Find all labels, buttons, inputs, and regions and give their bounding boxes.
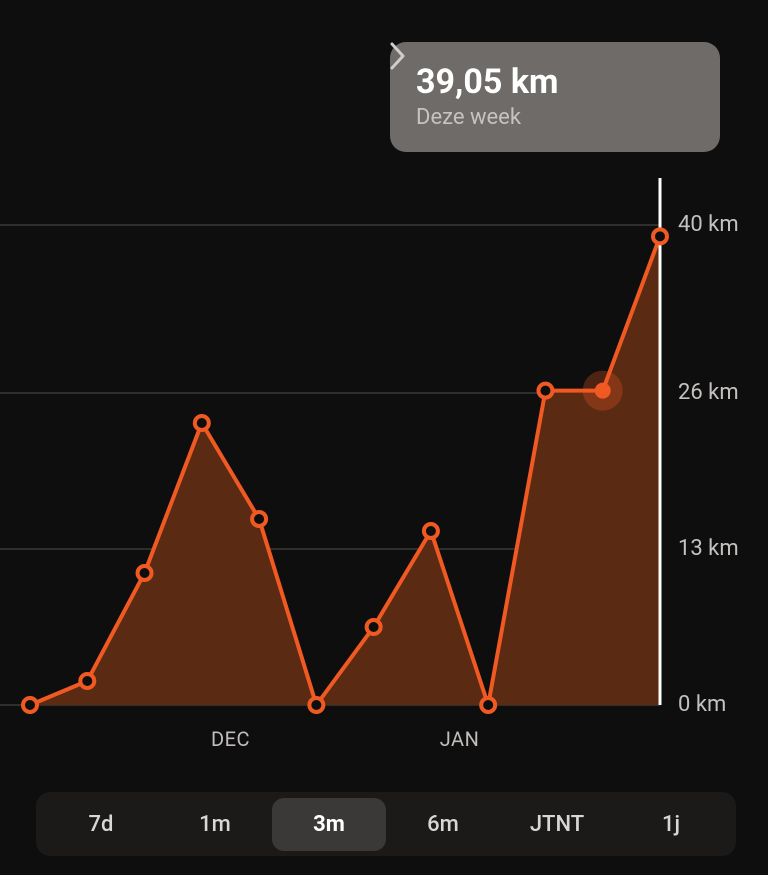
range-button-1m[interactable]: 1m xyxy=(158,798,272,851)
range-button-3m[interactable]: 3m xyxy=(272,798,386,851)
y-tick-label: 0 km xyxy=(678,692,726,717)
x-month-label: JAN xyxy=(440,727,480,751)
y-tick-label: 26 km xyxy=(678,380,739,405)
distance-chart-panel: 39,05 km Deze week 0 km 13 km 26 km 40 km D… xyxy=(0,0,768,875)
tooltip-text: 39,05 km Deze week xyxy=(416,64,674,130)
range-button-jtnt[interactable]: JTNT xyxy=(500,798,614,851)
y-tick-label: 13 km xyxy=(678,536,739,561)
range-button-1j[interactable]: 1j xyxy=(614,798,728,851)
range-button-7d[interactable]: 7d xyxy=(44,798,158,851)
range-button-6m[interactable]: 6m xyxy=(386,798,500,851)
tooltip-value: 39,05 km xyxy=(416,64,674,101)
tooltip-subtitle: Deze week xyxy=(416,105,674,130)
x-month-label: DEC xyxy=(211,727,250,751)
y-tick-label: 40 km xyxy=(678,212,739,237)
tooltip-card[interactable]: 39,05 km Deze week xyxy=(390,42,720,152)
time-range-selector: 7d1m3m6mJTNT1j xyxy=(36,792,736,856)
